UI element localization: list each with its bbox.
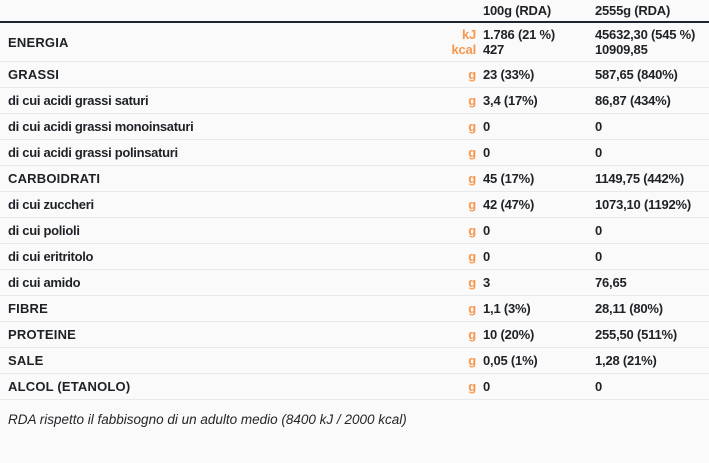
row-label: di cui eritritolo (8, 249, 94, 264)
row-value-100g: 10 (20%) (483, 327, 535, 342)
row-label: di cui amido (8, 275, 81, 290)
table-row: di cui zuccheri g 42 (47%) 1073,10 (1192… (0, 192, 709, 218)
row-unit: g (468, 145, 476, 160)
row-unit: g (468, 353, 476, 368)
row-label: di cui acidi grassi saturi (8, 93, 149, 108)
row-value-2555g: 1,28 (21%) (595, 353, 657, 368)
rda-footnote: RDA rispetto il fabbisogno di un adulto … (8, 412, 407, 427)
value-kcal-100g: 427 (483, 42, 505, 57)
row-value-2555g: 28,11 (80%) (595, 301, 663, 316)
row-unit: g (468, 249, 476, 264)
row-value-100g: 23 (33%) (483, 67, 535, 82)
row-value-2555g: 0 (595, 223, 603, 238)
row-value-2555g: 1073,10 (1192%) (595, 197, 692, 212)
table-body: GRASSI g 23 (33%) 587,65 (840%) di cui a… (0, 62, 709, 400)
row-value-100g: 3,4 (17%) (483, 93, 538, 108)
row-label: di cui polioli (8, 223, 80, 238)
value-kcal-2555g: 10909,85 (595, 42, 648, 57)
energy-unit-cell: kJ kcal (423, 27, 483, 57)
table-row: di cui polioli g 0 0 (0, 218, 709, 244)
row-value-100g: 1,1 (3%) (483, 301, 531, 316)
row-label: FIBRE (8, 301, 48, 316)
energy-values-2555g: 45632,30 (545 %) 10909,85 (595, 27, 709, 57)
table-row: SALE g 0,05 (1%) 1,28 (21%) (0, 348, 709, 374)
table-row: di cui acidi grassi monoinsaturi g 0 0 (0, 114, 709, 140)
row-value-2555g: 1149,75 (442%) (595, 171, 684, 186)
value-kj-2555g: 45632,30 (545 %) (595, 27, 696, 42)
row-unit: g (468, 379, 476, 394)
row-unit: g (468, 197, 476, 212)
table-row: di cui acidi grassi saturi g 3,4 (17%) 8… (0, 88, 709, 114)
row-value-100g: 0 (483, 145, 491, 160)
row-label: GRASSI (8, 67, 60, 82)
row-value-100g: 45 (17%) (483, 171, 535, 186)
row-value-2555g: 76,65 (595, 275, 627, 290)
row-value-100g: 0 (483, 249, 491, 264)
table-row: ALCOL (ETANOLO) g 0 0 (0, 374, 709, 400)
row-value-100g: 0,05 (1%) (483, 353, 538, 368)
column-header-100g: 100g (RDA) (483, 3, 552, 18)
table-row: PROTEINE g 10 (20%) 255,50 (511%) (0, 322, 709, 348)
table-row: CARBOIDRATI g 45 (17%) 1149,75 (442%) (0, 166, 709, 192)
row-unit: g (468, 275, 476, 290)
row-value-2555g: 0 (595, 119, 603, 134)
unit-kj: kJ (461, 27, 476, 42)
row-label: ENERGIA (8, 34, 69, 50)
unit-kcal: kcal (451, 42, 476, 57)
row-label: di cui zuccheri (8, 197, 94, 212)
table-row: di cui eritritolo g 0 0 (0, 244, 709, 270)
row-unit: g (468, 301, 476, 316)
row-value-100g: 0 (483, 223, 491, 238)
row-unit: g (468, 171, 476, 186)
table-row: GRASSI g 23 (33%) 587,65 (840%) (0, 62, 709, 88)
row-value-2555g: 587,65 (840%) (595, 67, 678, 82)
row-value-2555g: 0 (595, 379, 603, 394)
row-unit: g (468, 119, 476, 134)
row-value-100g: 42 (47%) (483, 197, 535, 212)
row-value-100g: 0 (483, 379, 491, 394)
value-kj-100g: 1.786 (21 %) (483, 27, 556, 42)
row-label: di cui acidi grassi monoinsaturi (8, 119, 194, 134)
energy-values-100g: 1.786 (21 %) 427 (483, 27, 595, 57)
row-value-2555g: 86,87 (434%) (595, 93, 671, 108)
table-row: di cui amido g 3 76,65 (0, 270, 709, 296)
row-label: ALCOL (ETANOLO) (8, 379, 131, 394)
row-value-2555g: 255,50 (511%) (595, 327, 677, 342)
row-label: PROTEINE (8, 327, 77, 342)
row-label: di cui acidi grassi polinsaturi (8, 145, 178, 160)
table-row: di cui acidi grassi polinsaturi g 0 0 (0, 140, 709, 166)
row-value-100g: 3 (483, 275, 491, 290)
column-header-2555g: 2555g (RDA) (595, 3, 671, 18)
row-value-2555g: 0 (595, 249, 603, 264)
row-value-100g: 0 (483, 119, 491, 134)
row-label: SALE (8, 353, 44, 368)
row-unit: g (468, 223, 476, 238)
table-row: FIBRE g 1,1 (3%) 28,11 (80%) (0, 296, 709, 322)
table-row-energia: ENERGIA kJ kcal 1.786 (21 %) 427 45632,3… (0, 23, 709, 62)
row-unit: g (468, 327, 476, 342)
row-label: CARBOIDRATI (8, 171, 101, 186)
row-unit: g (468, 93, 476, 108)
row-value-2555g: 0 (595, 145, 603, 160)
table-header-row: 100g (RDA) 2555g (RDA) (0, 0, 709, 23)
row-unit: g (468, 67, 476, 82)
nutrition-values-table: 100g (RDA) 2555g (RDA) ENERGIA kJ kcal 1… (0, 0, 709, 427)
